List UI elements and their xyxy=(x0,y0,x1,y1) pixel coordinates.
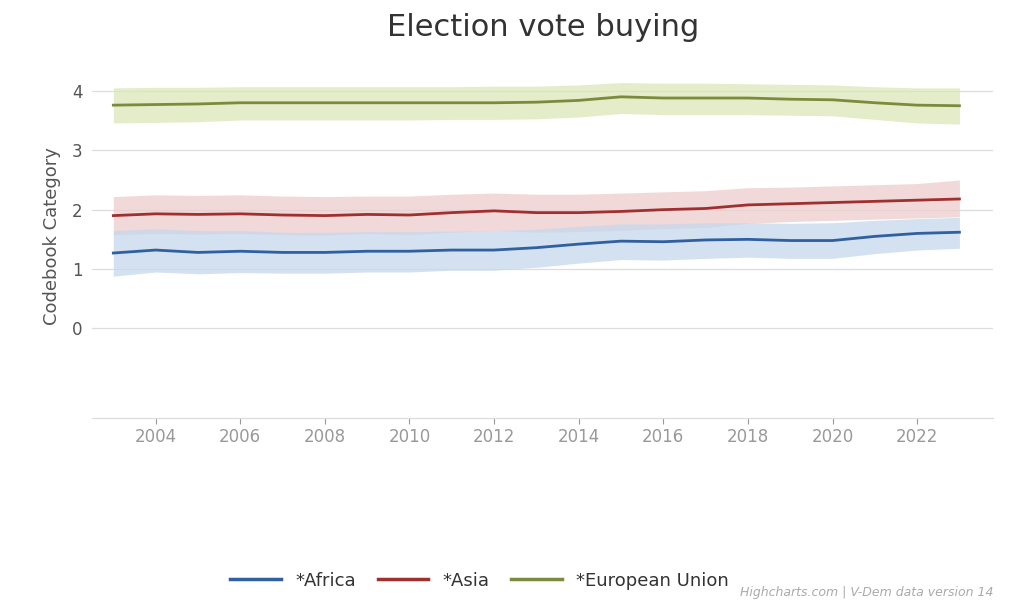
Legend: *Africa, *Asia, *European Union: *Africa, *Asia, *European Union xyxy=(223,564,736,597)
Title: Election vote buying: Election vote buying xyxy=(387,13,698,42)
Text: Highcharts.com | V-Dem data version 14: Highcharts.com | V-Dem data version 14 xyxy=(739,586,993,599)
Y-axis label: Codebook Category: Codebook Category xyxy=(43,147,60,325)
